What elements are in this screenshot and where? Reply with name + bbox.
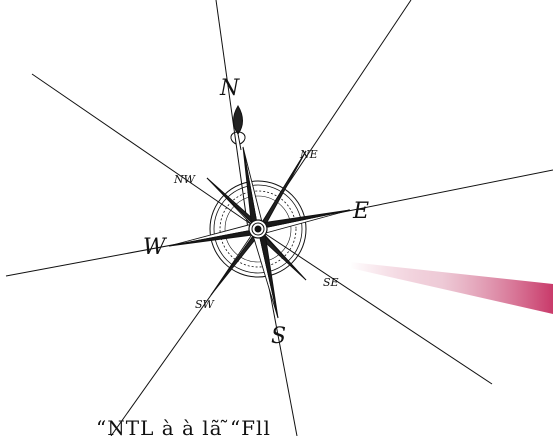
direction-labels: N NE E SE S SW W NW — [143, 76, 369, 349]
label-southwest: SW — [195, 298, 216, 311]
label-west: W — [143, 235, 168, 260]
cardinal-points — [168, 146, 351, 319]
cropped-bottom-text: “NTL à à lã ̃“Fll — [96, 416, 271, 436]
compass-rings — [209, 180, 307, 278]
line-north — [215, 0, 249, 230]
line-southeast — [257, 228, 493, 385]
label-east: E — [352, 199, 369, 224]
minor-points — [206, 150, 307, 296]
label-north: N — [219, 76, 240, 101]
label-northwest: NW — [173, 173, 197, 186]
north-finial-icon — [230, 105, 246, 151]
label-southeast: SE — [323, 276, 339, 289]
line-northwest — [31, 73, 259, 230]
center-boss — [248, 219, 268, 239]
ribbon-streak — [350, 262, 553, 314]
label-northeast: NE — [299, 148, 318, 161]
label-south: S — [271, 324, 286, 349]
direction-lines — [5, 0, 553, 436]
